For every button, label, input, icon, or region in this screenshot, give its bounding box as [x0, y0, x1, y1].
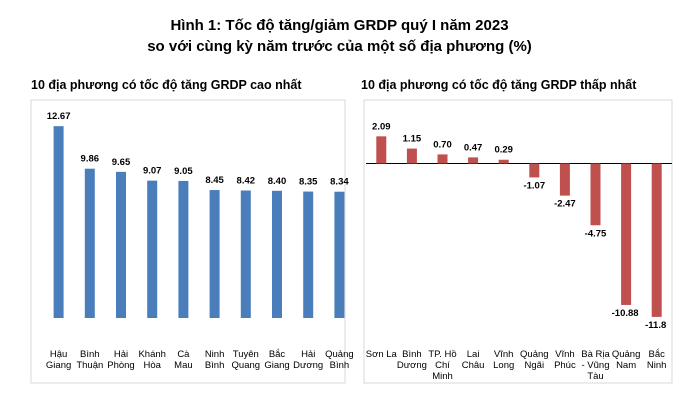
- right-category-label-7: Bà Rịa - Vũng Tàu: [581, 349, 610, 382]
- left-bar-6: [240, 190, 251, 318]
- right-bar-6: [559, 163, 570, 196]
- figure-title-line-2: so với cùng kỳ năm trước của một số địa …: [147, 38, 532, 55]
- left-chart-frame: [30, 99, 346, 384]
- left-chart-title: 10 địa phương có tốc độ tăng GRDP cao nh…: [31, 78, 302, 92]
- left-chart: 12.67 Hậu Giang 9.86 Bình Thuận 9.65 Hải Phòng 9.…: [46, 111, 354, 371]
- right-category-label-5: Quảng Ngãi: [520, 349, 549, 371]
- left-bar-5: [209, 190, 220, 318]
- right-category-label-0: Sơn La: [366, 349, 398, 360]
- left-category-label-3: Khánh Hòa: [138, 349, 165, 371]
- right-bar-7: [590, 163, 601, 226]
- right-value-label-3: 0.47: [464, 142, 483, 153]
- left-value-label-0: 12.67: [47, 111, 71, 122]
- right-bar-1: [406, 148, 417, 164]
- left-value-label-9: 8.34: [330, 177, 349, 188]
- left-bar-7: [272, 190, 282, 318]
- right-category-label-2: TP. Hồ Chí Minh: [428, 349, 456, 382]
- right-chart-title: 10 địa phương có tốc độ tăng GRDP thấp n…: [361, 78, 637, 92]
- right-chart: 2.09 Sơn La 1.15 Bình Dương 0.70 TP. Hồ Chí Minh…: [366, 121, 672, 382]
- left-category-label-6: Tuyên Quang: [232, 349, 261, 371]
- right-bar-2: [437, 154, 448, 164]
- left-bar-8: [303, 191, 314, 318]
- left-value-label-7: 8.40: [268, 176, 287, 187]
- left-category-label-9: Quảng Bình: [325, 349, 354, 371]
- right-value-label-4: 0.29: [494, 145, 513, 156]
- left-bar-9: [334, 191, 345, 318]
- left-category-label-7: Bắc Giang: [264, 349, 289, 371]
- right-category-label-9: Bắc Ninh: [647, 349, 667, 371]
- right-value-label-8: -10.88: [612, 308, 639, 319]
- left-category-label-2: Hải Phòng: [107, 349, 134, 371]
- right-category-label-4: Vĩnh Long: [493, 349, 514, 371]
- right-category-label-1: Bình Dương: [397, 349, 427, 371]
- right-bar-3: [468, 157, 479, 164]
- left-bar-4: [178, 180, 189, 318]
- right-value-label-1: 1.15: [403, 134, 422, 145]
- left-value-label-6: 8.42: [237, 175, 256, 186]
- right-bar-9: [651, 163, 662, 317]
- right-value-label-7: -4.75: [585, 228, 607, 239]
- left-category-label-0: Hậu Giang: [46, 349, 71, 371]
- right-value-label-2: 0.70: [433, 139, 452, 150]
- left-category-label-1: Bình Thuận: [76, 349, 103, 371]
- figure-title-line-1: Hình 1: Tốc độ tăng/giảm GRDP quý I năm …: [170, 17, 509, 34]
- left-bar-2: [116, 171, 126, 318]
- right-bar-5: [529, 163, 540, 178]
- right-chart-frame: [363, 99, 673, 384]
- left-bar-0: [53, 126, 64, 318]
- right-bar-0: [376, 136, 387, 164]
- right-value-label-9: -11.8: [645, 320, 666, 331]
- left-value-label-4: 9.05: [174, 166, 193, 177]
- left-bar-1: [84, 168, 95, 318]
- right-bar-8: [621, 163, 632, 305]
- right-value-label-0: 2.09: [372, 121, 391, 132]
- left-value-label-3: 9.07: [143, 166, 162, 177]
- left-category-label-5: Ninh Bình: [205, 349, 225, 371]
- right-value-label-5: -1.07: [523, 180, 545, 191]
- left-value-label-1: 9.86: [81, 154, 100, 165]
- right-value-label-6: -2.47: [554, 199, 576, 210]
- right-bar-4: [498, 159, 509, 164]
- left-value-label-8: 8.35: [299, 177, 318, 188]
- right-category-label-6: Vĩnh Phúc: [554, 349, 576, 371]
- left-value-label-2: 9.65: [112, 157, 131, 168]
- left-category-label-4: Cà Mau: [174, 349, 192, 371]
- right-category-label-3: Lai Châu: [462, 349, 485, 371]
- left-category-label-8: Hải Dương: [293, 349, 323, 371]
- left-value-label-5: 8.45: [205, 175, 224, 186]
- left-bar-3: [147, 180, 158, 318]
- right-category-label-8: Quảng Nam: [612, 349, 641, 371]
